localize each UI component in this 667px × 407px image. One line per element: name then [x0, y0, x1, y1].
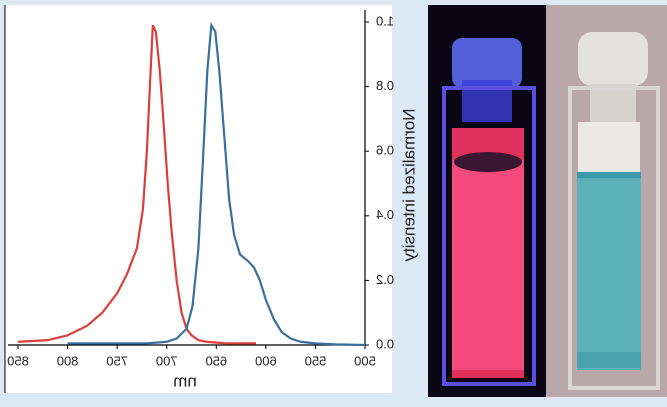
x-tick-label: 700 [156, 353, 178, 368]
y-tick-label: 1.0 [376, 13, 394, 28]
line-series [17, 24, 256, 345]
y-tick-label: 0.6 [376, 143, 394, 158]
photo-uv [428, 5, 546, 397]
chart-panel [5, 5, 392, 393]
x-tick-label: 550 [305, 353, 327, 368]
line-series [67, 21, 366, 347]
photo-daylight [546, 5, 667, 397]
x-axis-label: nm [173, 371, 197, 390]
y-axis-label: Normalized intensity [399, 108, 418, 262]
x-tick-label: 800 [57, 353, 79, 368]
y-tick-label: 0.8 [376, 78, 394, 93]
x-tick-label: 500 [354, 353, 376, 368]
y-tick-label: 0.4 [376, 207, 394, 222]
x-tick-label: 650 [205, 353, 227, 368]
x-tick-label: 750 [106, 353, 128, 368]
y-tick-label: 0.2 [376, 272, 394, 287]
x-tick-label: 850 [7, 353, 29, 368]
x-tick-label: 600 [255, 353, 277, 368]
y-tick-label: 0.0 [376, 336, 394, 351]
